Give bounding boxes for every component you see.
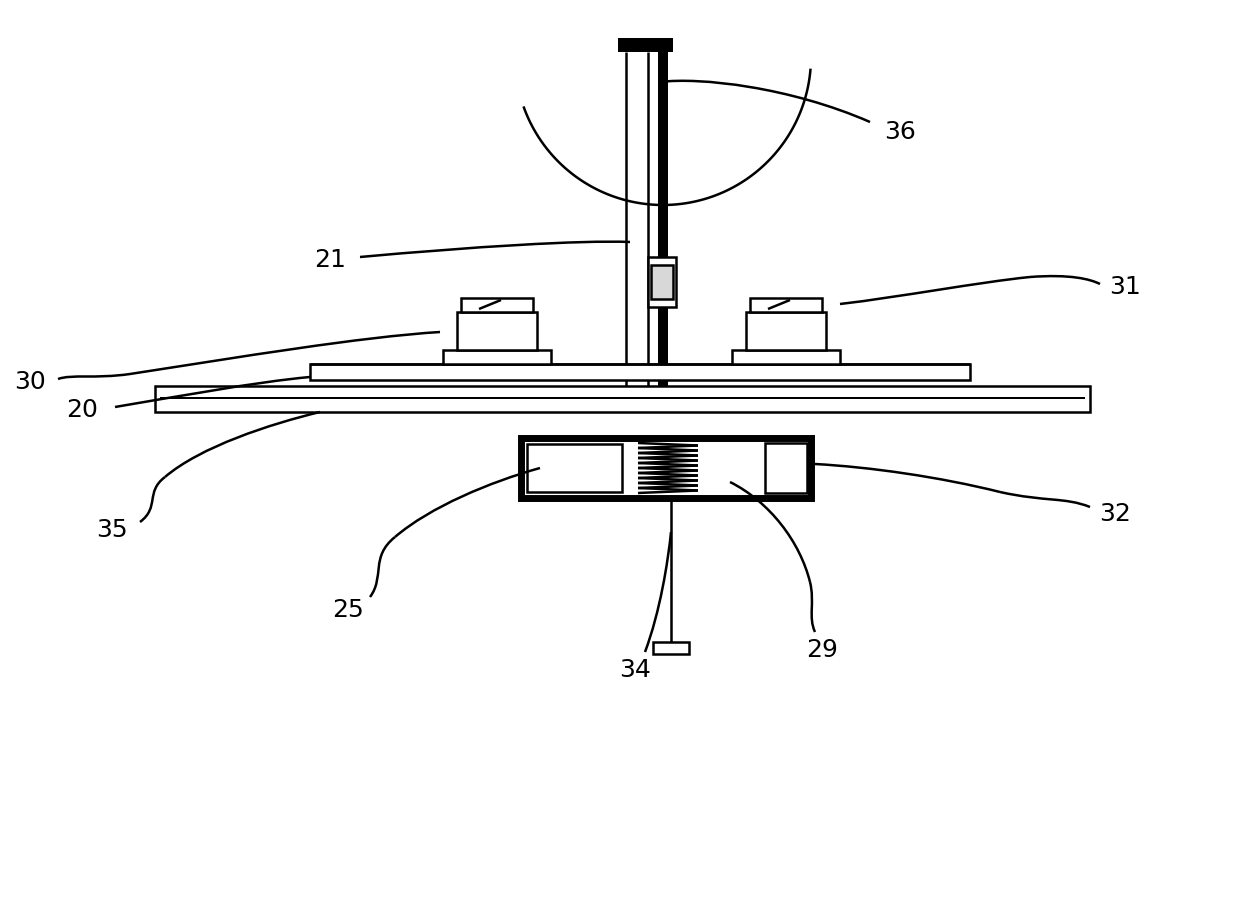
Bar [732, 350, 839, 364]
Bar [618, 38, 673, 52]
Text: 35: 35 [97, 518, 128, 542]
Bar [443, 350, 551, 364]
Text: 36: 36 [884, 120, 916, 144]
Text: 29: 29 [806, 638, 838, 662]
Bar [527, 444, 622, 492]
Text: 25: 25 [332, 598, 363, 622]
Bar [458, 312, 537, 350]
Bar [521, 438, 811, 498]
Text: 34: 34 [619, 658, 651, 682]
Text: 20: 20 [66, 398, 98, 422]
Bar [310, 364, 970, 380]
Text: 31: 31 [1109, 275, 1141, 299]
Text: 32: 32 [1099, 502, 1131, 526]
Text: 30: 30 [14, 370, 46, 394]
Bar [658, 52, 668, 392]
Bar [461, 298, 533, 312]
Bar [750, 298, 822, 312]
Text: 21: 21 [314, 248, 346, 272]
Bar [653, 642, 689, 654]
Bar [621, 40, 670, 50]
Bar [651, 265, 673, 299]
Bar [649, 257, 676, 307]
Bar [155, 386, 1090, 412]
Bar [746, 312, 826, 350]
Bar [765, 443, 807, 493]
